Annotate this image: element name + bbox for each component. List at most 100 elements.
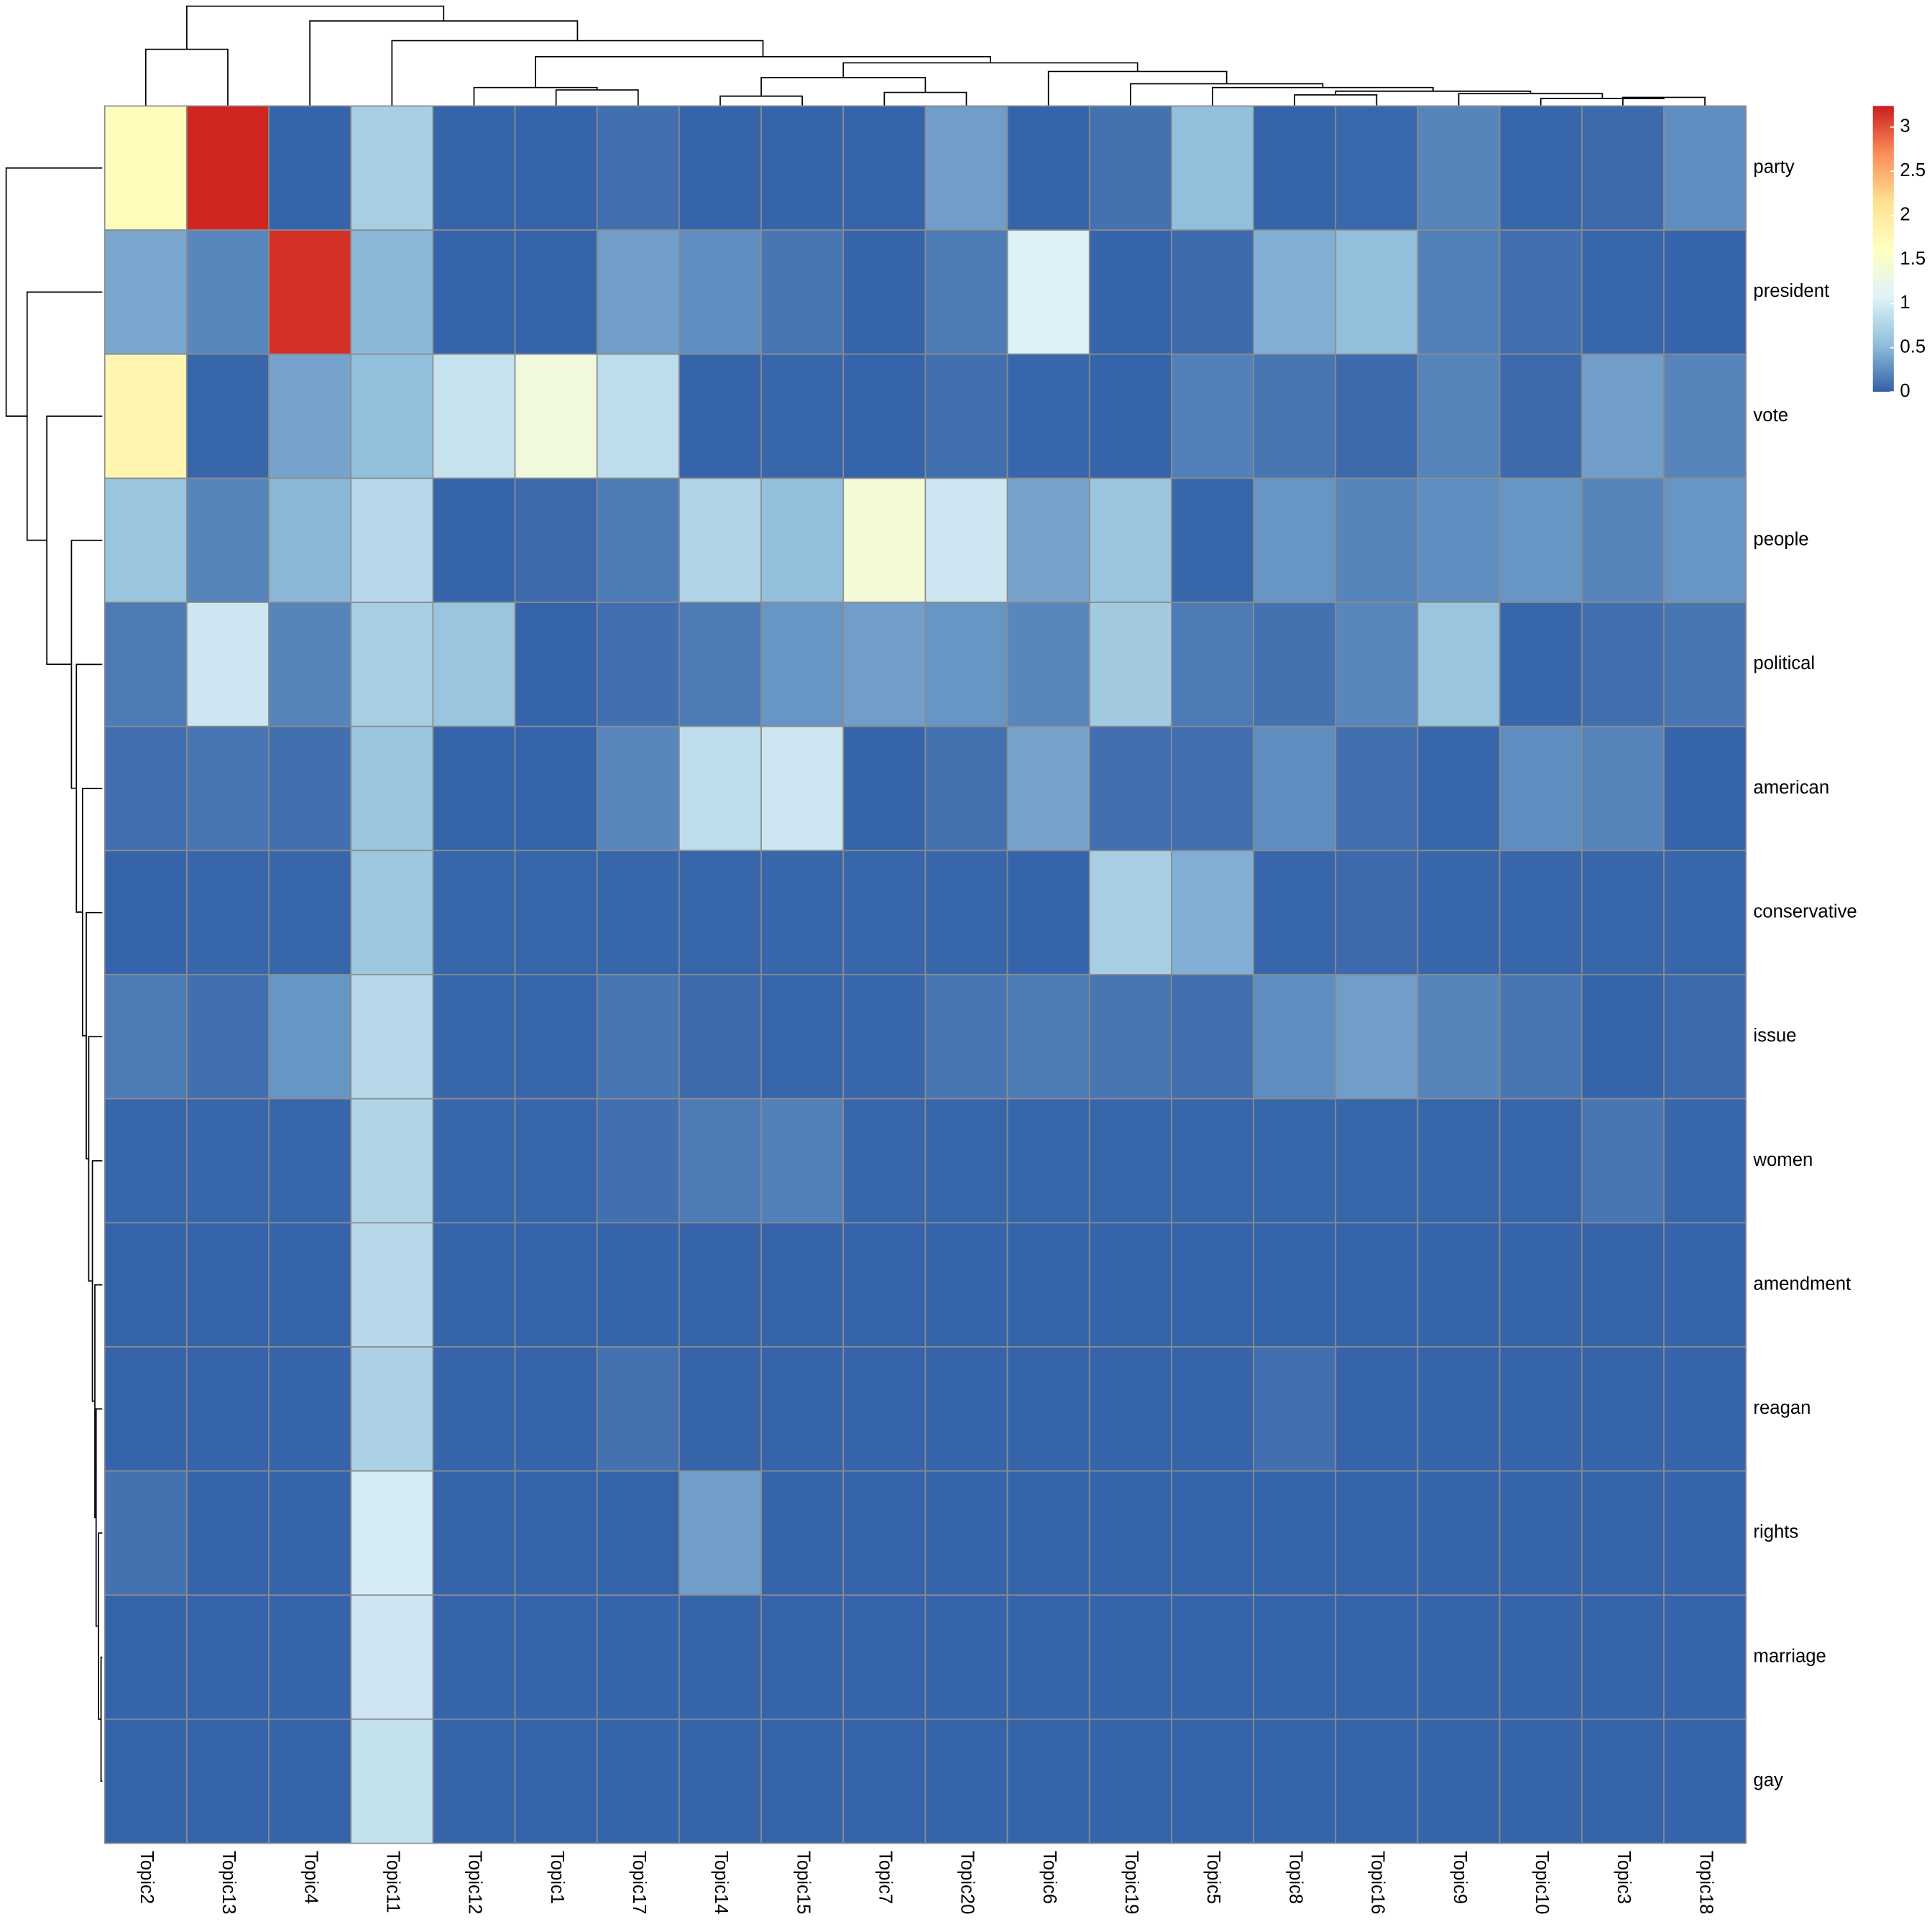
heat-cell xyxy=(1499,229,1583,355)
heat-cell xyxy=(514,229,598,355)
heat-cell xyxy=(268,1098,352,1224)
heat-cell xyxy=(350,725,434,852)
heat-cell xyxy=(514,1594,598,1720)
heat-cell xyxy=(350,850,434,975)
heat-cell xyxy=(514,1098,598,1224)
heat-cell xyxy=(432,229,516,355)
heat-cell xyxy=(1171,1098,1254,1224)
heat-cell xyxy=(350,1719,434,1844)
column-label: Topic10 xyxy=(1532,1851,1552,1915)
heat-cell xyxy=(760,1346,845,1472)
heat-cell xyxy=(186,725,270,852)
heat-cell xyxy=(1663,974,1747,1100)
row-label: vote xyxy=(1753,405,1788,426)
heat-cell xyxy=(268,602,352,727)
heat-cell xyxy=(924,725,1008,852)
heat-cell xyxy=(760,725,845,852)
heat-cell xyxy=(1499,477,1583,603)
heat-cell xyxy=(186,1719,270,1844)
heat-cell xyxy=(1417,105,1501,231)
heat-cell xyxy=(760,602,845,727)
heat-cell xyxy=(186,229,270,355)
heat-cell xyxy=(596,229,680,355)
heat-cell xyxy=(678,1470,762,1596)
heat-cell xyxy=(1581,1719,1665,1844)
heat-cell xyxy=(514,353,598,479)
heat-cell xyxy=(1253,105,1337,231)
heat-cell xyxy=(678,1594,762,1720)
heat-cell xyxy=(1171,974,1254,1100)
heat-cell xyxy=(432,1098,516,1224)
heat-cell xyxy=(1499,105,1583,231)
heat-cell xyxy=(678,725,762,852)
heat-cell xyxy=(842,477,926,603)
heat-cell xyxy=(678,1222,762,1348)
heat-cell xyxy=(1581,602,1665,727)
heat-cell xyxy=(1417,477,1501,603)
heat-cell xyxy=(760,1098,845,1224)
color-tick-label: 1.5 xyxy=(1900,249,1926,269)
color-tick-label: 0.5 xyxy=(1900,337,1926,357)
heat-cell xyxy=(1006,974,1090,1100)
heat-cell xyxy=(760,353,845,479)
column-label: Topic8 xyxy=(1285,1851,1305,1904)
heat-cell xyxy=(1171,725,1254,852)
heat-cell xyxy=(924,1594,1008,1720)
color-tick-label: 0 xyxy=(1900,381,1910,401)
heat-cell xyxy=(1088,229,1172,355)
dendrogram-branch xyxy=(842,62,1138,78)
heat-cell xyxy=(186,850,270,975)
heat-cell xyxy=(1499,353,1583,479)
heat-cell xyxy=(1006,477,1090,603)
heat-cell xyxy=(186,1222,270,1348)
heat-cell xyxy=(350,1346,434,1472)
heat-cell xyxy=(1335,1719,1419,1844)
heat-cell xyxy=(350,974,434,1100)
dendrogram-branch xyxy=(760,77,926,96)
heat-cell xyxy=(1335,1098,1419,1224)
heat-cell xyxy=(1335,1346,1419,1472)
heat-cell xyxy=(924,1098,1008,1224)
heat-cell xyxy=(186,974,270,1100)
heat-cell xyxy=(432,477,516,603)
heat-cell xyxy=(1417,1594,1501,1720)
heat-cell xyxy=(678,850,762,975)
heat-cell xyxy=(1253,850,1337,975)
heat-cell xyxy=(514,1470,598,1596)
heat-cell xyxy=(1253,477,1337,603)
dendrogram xyxy=(5,5,1706,1782)
heat-cell xyxy=(1417,602,1501,727)
heat-cell xyxy=(924,974,1008,1100)
heat-cell xyxy=(1088,1719,1172,1844)
dendrogram-branch xyxy=(91,1160,103,1402)
heat-cell xyxy=(1335,725,1419,852)
heat-cell xyxy=(842,353,926,479)
heat-cell xyxy=(1663,1594,1747,1720)
heat-cell xyxy=(1088,725,1172,852)
column-label: Topic18 xyxy=(1696,1851,1716,1915)
heat-cell xyxy=(842,1222,926,1348)
heat-cell xyxy=(924,1719,1008,1844)
heat-cell xyxy=(1006,1470,1090,1596)
heat-cell xyxy=(432,1594,516,1720)
heat-cell xyxy=(678,1098,762,1224)
heat-cell xyxy=(1417,1098,1501,1224)
heat-cell xyxy=(350,229,434,355)
color-bar xyxy=(1872,106,1894,392)
heat-cell xyxy=(104,1719,188,1844)
row-label: president xyxy=(1753,281,1829,301)
heat-cell xyxy=(1171,1719,1254,1844)
heat-cell xyxy=(1006,1719,1090,1844)
heat-cell xyxy=(842,1594,926,1720)
dendrogram-branch xyxy=(100,1656,103,1782)
heat-cell xyxy=(1335,105,1419,231)
heat-cell xyxy=(1088,850,1172,975)
heat-cell xyxy=(1499,974,1583,1100)
heat-cell xyxy=(1088,1594,1172,1720)
heat-cell xyxy=(1088,105,1172,231)
column-label: Topic6 xyxy=(1039,1851,1059,1904)
heat-cell xyxy=(432,602,516,727)
heat-cell xyxy=(1663,1470,1747,1596)
column-label: Topic14 xyxy=(711,1851,731,1915)
heat-cell xyxy=(842,602,926,727)
